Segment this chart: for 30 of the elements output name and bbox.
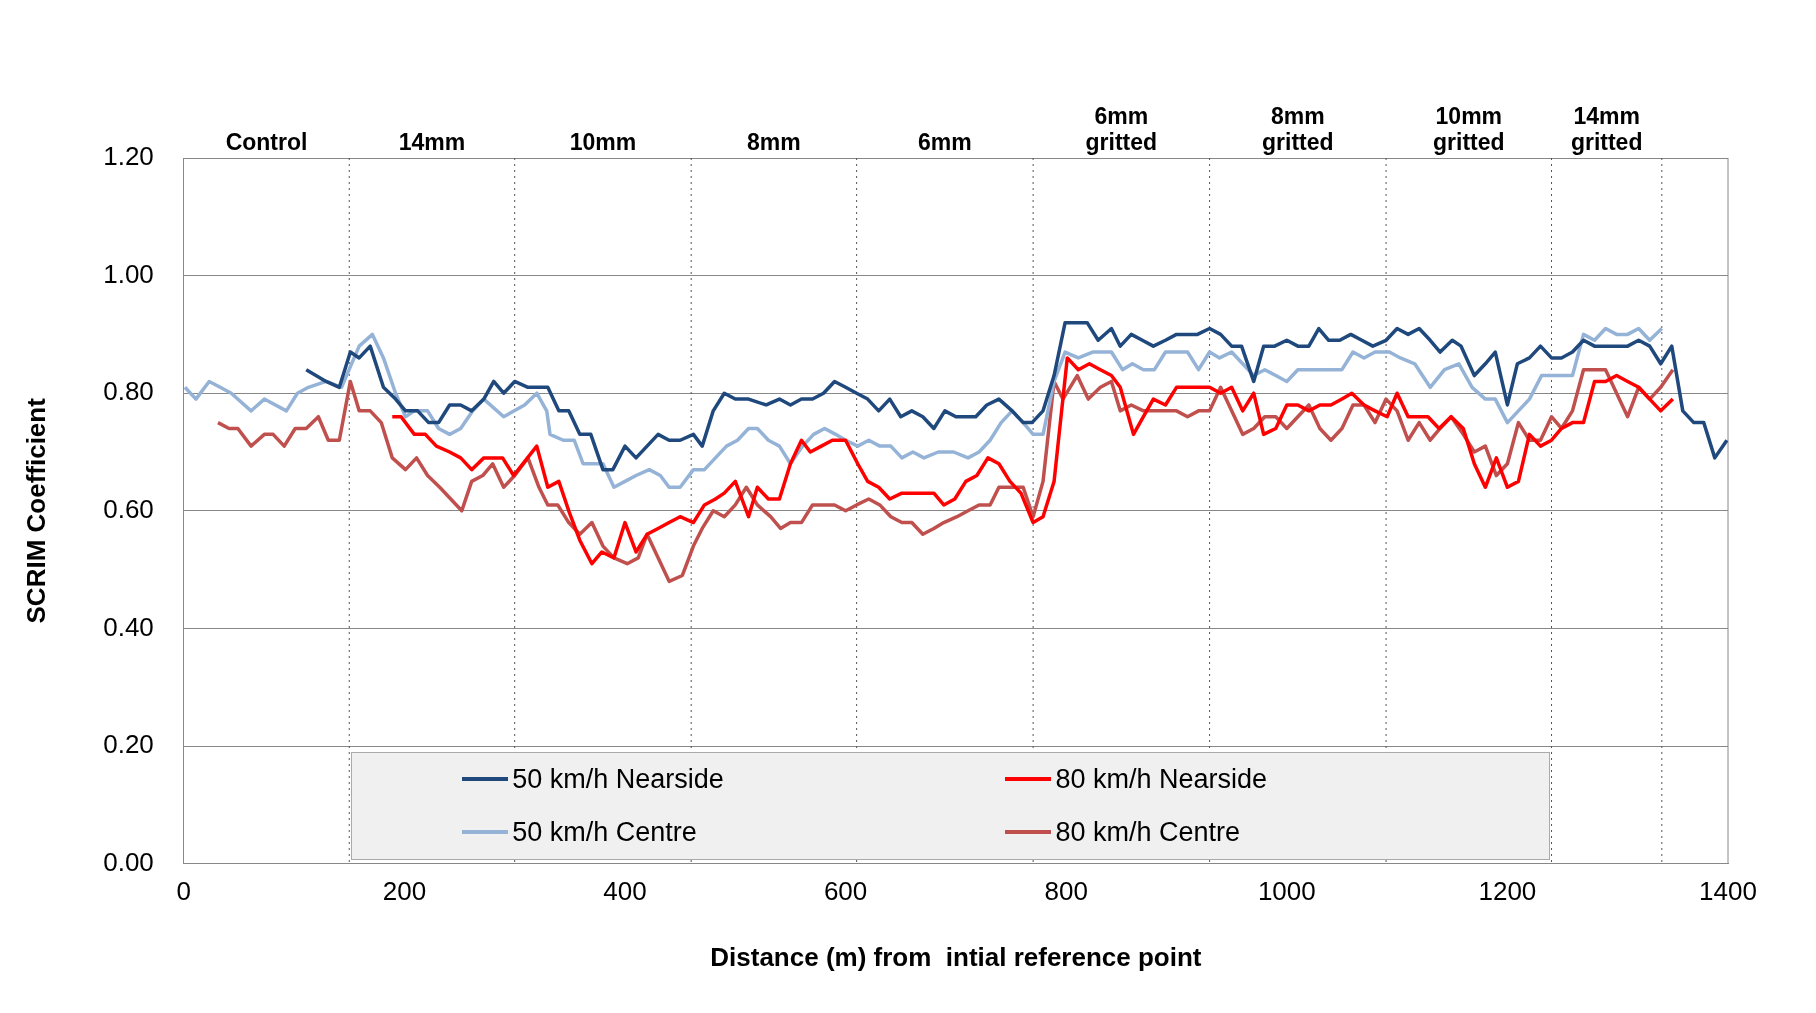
y-tick-label: 0.60 (103, 493, 154, 524)
text: 6mm (918, 129, 972, 155)
legend-label: 80 km/h Centre (1055, 816, 1240, 848)
y-tick-label: 0.20 (103, 729, 154, 760)
x-tick-label: 1000 (1257, 876, 1316, 907)
text: 14mm (398, 129, 466, 155)
x-tick-label: 0 (176, 876, 192, 907)
text: 8mm (747, 129, 801, 155)
x-axis-title: Distance (m) from intial reference point (710, 941, 1202, 972)
text: 8mm gritted (1262, 103, 1334, 155)
y-tick-label: 1.00 (103, 258, 154, 289)
text: 10mm (569, 129, 637, 155)
text: Control (225, 129, 308, 155)
text: 14mm gritted (1570, 103, 1643, 155)
y-axis-title: SCRIM Coefficient (20, 397, 51, 624)
text: 6mm gritted (1085, 103, 1158, 155)
y-tick-label: 0.40 (103, 611, 154, 642)
x-tick-label: 800 (1044, 876, 1088, 907)
x-tick-label: 1200 (1478, 876, 1537, 907)
text: 10mm gritted (1433, 103, 1505, 155)
x-tick-label: 400 (603, 876, 647, 907)
x-tick-label: 600 (823, 876, 868, 907)
legend-label: 50 km/h Centre (512, 816, 697, 848)
legend-label: 80 km/h Nearside (1055, 763, 1267, 795)
y-tick-label: 1.20 (103, 141, 154, 172)
x-tick-label: 200 (382, 876, 427, 907)
legend-label: 50 km/h Nearside (512, 763, 724, 795)
y-tick-label: 0.00 (103, 846, 154, 877)
y-tick-label: 0.80 (103, 376, 154, 407)
x-tick-label: 1400 (1699, 876, 1757, 907)
